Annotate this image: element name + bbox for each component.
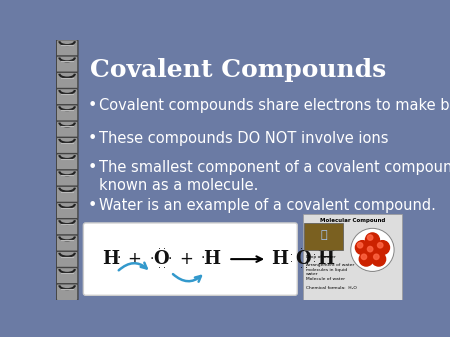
FancyBboxPatch shape	[83, 223, 297, 295]
Text: Water is an example of a covalent compound.: Water is an example of a covalent compou…	[99, 198, 436, 213]
Circle shape	[378, 243, 383, 248]
Text: ·: ·	[305, 263, 308, 273]
Circle shape	[367, 246, 373, 252]
FancyBboxPatch shape	[56, 137, 78, 154]
FancyBboxPatch shape	[56, 251, 78, 268]
Circle shape	[357, 243, 363, 248]
Text: Covalent compounds share electrons to make bonds.: Covalent compounds share electrons to ma…	[99, 98, 450, 113]
Text: ·: ·	[313, 250, 316, 260]
FancyBboxPatch shape	[56, 89, 78, 105]
Text: +: +	[180, 250, 194, 268]
Bar	[304, 223, 343, 250]
Text: ·: ·	[201, 251, 205, 265]
Circle shape	[374, 254, 379, 259]
Text: •: •	[88, 131, 97, 146]
Text: Molecule of water: Molecule of water	[306, 277, 345, 281]
Bar	[303, 214, 402, 300]
Text: H: H	[271, 250, 288, 268]
Text: These compounds DO NOT involve ions: These compounds DO NOT involve ions	[99, 131, 388, 146]
FancyBboxPatch shape	[56, 56, 78, 73]
Circle shape	[359, 252, 373, 266]
FancyBboxPatch shape	[56, 105, 78, 122]
Text: H: H	[102, 250, 119, 268]
FancyBboxPatch shape	[56, 72, 78, 89]
FancyBboxPatch shape	[56, 235, 78, 252]
FancyBboxPatch shape	[56, 186, 78, 203]
FancyBboxPatch shape	[56, 121, 78, 138]
Text: H: H	[317, 250, 334, 268]
Text: O: O	[153, 250, 169, 268]
Text: ·: ·	[300, 263, 303, 273]
Text: ·: ·	[168, 252, 172, 266]
Circle shape	[356, 241, 369, 254]
Circle shape	[361, 254, 367, 259]
Text: Arrangement of water
molecules in liquid
water: Arrangement of water molecules in liquid…	[306, 263, 354, 276]
Circle shape	[372, 252, 386, 266]
Text: ·: ·	[290, 257, 292, 267]
FancyBboxPatch shape	[56, 268, 78, 284]
Text: Molecular Compound: Molecular Compound	[320, 218, 385, 222]
Text: ·: ·	[158, 263, 161, 273]
Text: •: •	[88, 198, 97, 213]
Circle shape	[351, 228, 394, 271]
Text: +: +	[127, 250, 141, 268]
Circle shape	[367, 235, 373, 240]
Text: ·: ·	[290, 250, 292, 260]
FancyBboxPatch shape	[56, 219, 78, 236]
FancyBboxPatch shape	[56, 284, 78, 301]
Circle shape	[365, 244, 379, 258]
Text: O: O	[295, 250, 310, 268]
Text: Chemical formula:  H₂O: Chemical formula: H₂O	[306, 286, 356, 290]
Text: ·: ·	[305, 244, 308, 254]
Text: ·: ·	[158, 244, 161, 254]
Text: H: H	[203, 250, 220, 268]
Text: Covalent Compounds: Covalent Compounds	[90, 58, 387, 82]
Circle shape	[365, 233, 379, 247]
Text: •: •	[88, 98, 97, 113]
Text: ·: ·	[163, 244, 166, 254]
FancyBboxPatch shape	[56, 154, 78, 171]
Text: Drop of water: Drop of water	[306, 255, 336, 259]
Text: ·: ·	[300, 244, 303, 254]
FancyBboxPatch shape	[56, 203, 78, 219]
Text: 💧: 💧	[320, 230, 327, 240]
Circle shape	[376, 241, 390, 254]
Text: ·: ·	[149, 252, 154, 266]
Text: ·: ·	[116, 251, 121, 265]
FancyBboxPatch shape	[56, 40, 78, 57]
Text: ·: ·	[313, 257, 316, 267]
Text: The smallest component of a covalent compound is
known as a molecule.: The smallest component of a covalent com…	[99, 160, 450, 193]
FancyBboxPatch shape	[56, 170, 78, 187]
Text: ·: ·	[163, 263, 166, 273]
Text: •: •	[88, 160, 97, 175]
